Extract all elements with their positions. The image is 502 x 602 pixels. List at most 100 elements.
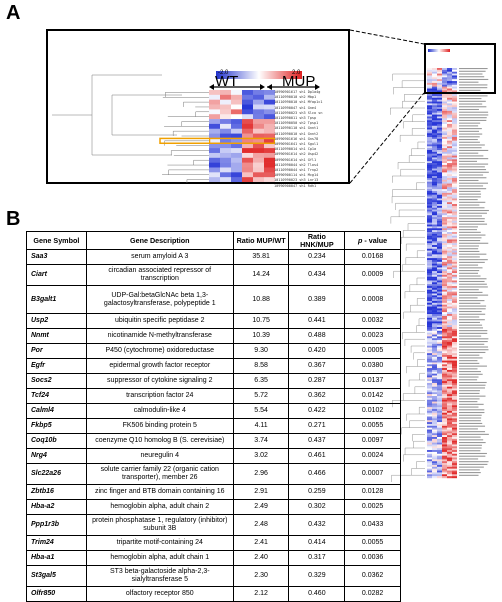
p-value-cell: 0.0055 [344,418,401,434]
ratio-mup-wt-cell: 2.49 [232,499,290,515]
p-value-cell: 0.0142 [344,388,401,404]
gene-description-cell: zinc finger and BTB domain containing 16 [85,484,234,500]
zoom-row-id: 10110990023 sh3 Lnr13 [274,178,319,183]
heatmap-cell [242,114,253,120]
heatmap-cell [231,162,242,168]
header-gene-description: Gene Description [85,231,234,250]
heatmap-cell [264,94,275,100]
heatmap-cell [220,104,231,110]
heatmap-cell [220,114,231,120]
ratio-mup-wt-cell: 6.35 [232,373,290,389]
p-value-cell: 0.0009 [344,264,401,286]
table-row: Ppp1r3b protein phosphatase 1, regulatory… [26,514,401,536]
heatmap-cell [220,148,231,154]
heatmap-cell [231,177,242,182]
heatmap-cell [253,152,264,159]
heatmap-cell [209,133,220,139]
panel-label-b: B [6,208,21,230]
heatmap-cell [209,104,220,110]
gene-symbol-cell: Egfr [26,358,87,374]
heatmap-cell [264,99,275,105]
heatmap-cell [231,109,242,115]
p-value-cell: 0.0102 [344,403,401,419]
heatmap-cell [209,138,220,144]
heatmap-cell [264,133,275,139]
gene-symbol-cell: Saa3 [26,249,87,265]
heatmap-cell [264,143,275,149]
p-value-cell: 0.0168 [344,249,401,265]
heatmap-cell [231,114,242,120]
heatmap-cell [209,167,220,173]
gene-description-cell: suppressor of cytokine signaling 2 [85,373,234,389]
table-row: Hba-a1 hemoglobin alpha, adult chain 1 2.4… [26,550,401,566]
heatmap-cell [209,148,220,154]
ratio-hnk-mup-cell: 0.432 [288,514,346,536]
heatmap-cell [231,152,242,159]
heatmap-cell [253,143,264,149]
zoom-row-id: 10110990044 sh1 Trnp2 [274,168,319,173]
heatmap-cell [220,167,231,173]
ratio-hnk-mup-cell: 0.389 [288,285,346,314]
zoom-row-id: 10110990050 sh2 Tpsp1 [274,121,319,126]
heatmap-cell [220,109,231,115]
gene-symbol-cell: Nrg4 [26,448,87,464]
table-row: Hba-a2 hemoglobin alpha, adult chain 2 2.4… [26,499,401,515]
gene-symbol-cell: Hba-a2 [26,499,87,515]
gene-symbol-cell: St3gal5 [26,565,87,587]
gene-description-cell: hemoglobin alpha, adult chain 1 [85,550,234,566]
gene-symbol-cell: Socs2 [26,373,87,389]
heatmap-cell [209,162,220,168]
gene-description-cell: circadian associated repressor of transc… [85,264,234,286]
table-row: Egfr epidermal growth factor receptor 8.58… [26,358,401,374]
gene-description-cell: neuregulin 4 [85,448,234,464]
panel-label-a: A [6,2,21,24]
table-header-row: Gene Symbol Gene Description Ratio MUP/W… [26,231,401,250]
gene-description-cell: serum amyloid A 3 [85,249,234,265]
p-value-cell: 0.0024 [344,448,401,464]
heatmap-cell [264,148,275,154]
gene-description-cell: P450 (cytochrome) oxidoreductase [85,343,234,359]
table-row: B3galt1 UDP-Gal:betaGlcNAc beta 1,3-galac… [26,285,401,314]
heatmap-cell [253,90,264,96]
heatmap-cell [209,94,220,100]
ratio-mup-wt-cell: 35.81 [232,249,290,265]
heatmap-cell [231,148,242,154]
heatmap-cell [253,94,264,100]
table-row: Fkbp5 FK506 binding protein 5 4.11 0.271 0.0… [26,418,401,434]
table-row: Nnmt nicotinamide N-methyltransferase 10.3… [26,328,401,344]
header-p-value: p - value [344,231,401,250]
ratio-mup-wt-cell: 8.58 [232,358,290,374]
heatmap-cell [264,152,275,159]
ratio-mup-wt-cell: 4.11 [232,418,290,434]
heatmap-cell [253,109,264,115]
zoom-row-id: 10110990014 sh1 Cp1a [274,147,317,152]
heatmap-zoom-panel: -2.0 2.0 WT MUP 10990901617 sh1 Dp1a4g 10… [46,29,350,188]
zoom-row-id: 10110990011 sh3 Tpsp [274,116,317,121]
gene-symbol-cell: Trim24 [26,535,87,551]
gene-symbol-cell: Zbtb16 [26,484,87,500]
full-heatmap-thumbnail [390,49,489,482]
p-value-cell: 0.0008 [344,285,401,314]
gene-description-cell: epidermal growth factor receptor [85,358,234,374]
heatmap-cell [242,104,253,110]
gene-description-cell: tripartite motif-containing 24 [85,535,234,551]
gene-description-cell: calmodulin-like 4 [85,403,234,419]
ratio-mup-wt-cell: 5.54 [232,403,290,419]
heatmap-cell [231,167,242,173]
ratio-mup-wt-cell: 10.88 [232,285,290,314]
table-row: Zbtb16 zinc finger and BTB domain contain… [26,484,401,500]
ratio-mup-wt-cell: 3.02 [232,448,290,464]
heatmap-cell [253,157,264,163]
highlight-row [209,137,275,145]
p-value-cell: 0.0036 [344,550,401,566]
heatmap-cell [242,99,253,105]
heatmap-cell [209,114,220,120]
heatmap-cell [231,138,242,144]
ratio-hnk-mup-cell: 0.414 [288,535,346,551]
p-value-cell: 0.0380 [344,358,401,374]
table-row: Saa3 serum amyloid A 3 35.81 0.234 0.0168 [26,249,401,265]
table-row: Calml4 calmodulin-like 4 5.54 0.422 0.0102 [26,403,401,419]
highlight-row-extension [159,137,212,145]
gene-description-cell: UDP-Gal:betaGlcNAc beta 1,3-galactosyltr… [85,285,234,314]
heatmap-cell [242,152,253,159]
